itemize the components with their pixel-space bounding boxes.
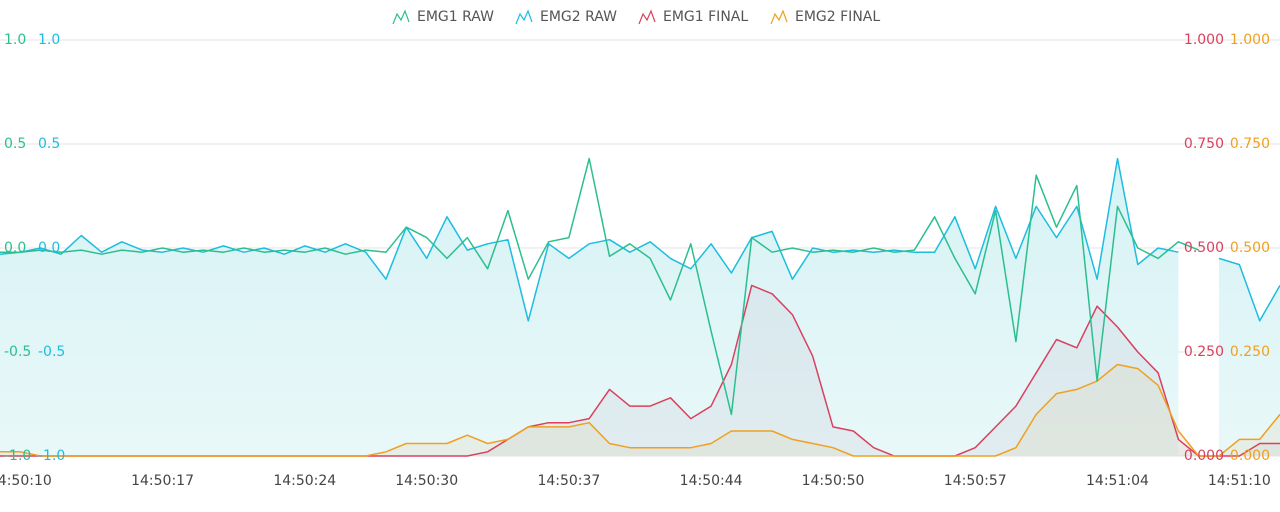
legend-icon xyxy=(515,9,533,25)
y-tick-label: 1.000 xyxy=(1184,32,1224,48)
x-tick-label: 14:50:57 xyxy=(944,473,1007,489)
areas xyxy=(0,158,1280,456)
y-tick-label: 0.750 xyxy=(1184,136,1224,152)
y-tick-label: 0.000 xyxy=(1184,448,1224,464)
area xyxy=(0,158,1280,456)
y-tick-label: -0.5 xyxy=(38,344,65,360)
legend-icon xyxy=(770,9,788,25)
x-tick-label: 14:51:04 xyxy=(1086,473,1149,489)
y-tick-label: -1.0 xyxy=(38,448,65,464)
y-tick-label: 1.0 xyxy=(38,32,60,48)
legend-icon xyxy=(392,9,410,25)
legend-label: EMG2 FINAL xyxy=(795,9,880,25)
y-tick-label: 0.0 xyxy=(38,240,60,256)
y-tick-label: 0.750 xyxy=(1230,136,1270,152)
x-tick-label: 14:51:10 xyxy=(1208,473,1271,489)
y-tick-label: -1.0 xyxy=(4,448,31,464)
y-tick-label: 0.500 xyxy=(1230,240,1270,256)
y-tick-label: 0.500 xyxy=(1184,240,1224,256)
y-tick-label: 0.250 xyxy=(1184,344,1224,360)
y-tick-label: 0.000 xyxy=(1230,448,1270,464)
series-line xyxy=(0,157,1199,416)
area xyxy=(0,285,1280,456)
y-tick-label: 0.5 xyxy=(38,136,60,152)
y-tick-label: 1.000 xyxy=(1230,32,1270,48)
legend-label: EMG2 RAW xyxy=(540,9,617,25)
x-tick-label: 14:50:44 xyxy=(680,473,743,489)
x-tick-label: 14:50:17 xyxy=(131,473,194,489)
lines xyxy=(0,157,1280,457)
axes: 1.0 0.5 0.0 -0.5 -1.0 1.0 0.5 0.0 -0.5 -1.0 1.000 0… xyxy=(0,32,1271,489)
legend-label: EMG1 FINAL xyxy=(663,9,748,25)
x-tick-label: 14:50:10 xyxy=(0,473,52,489)
y-tick-label: 1.0 xyxy=(4,32,26,48)
area xyxy=(0,364,1280,456)
legend-label: EMG1 RAW xyxy=(417,9,494,25)
legend: EMG1 RAW EMG2 RAW EMG1 FINAL EMG2 FINAL xyxy=(392,9,880,25)
y-tick-label: 0.250 xyxy=(1230,344,1270,360)
x-tick-label: 14:50:24 xyxy=(273,473,336,489)
y-tick-label: 0.5 xyxy=(4,136,26,152)
x-tick-label: 14:50:37 xyxy=(537,473,600,489)
legend-icon xyxy=(638,9,656,25)
series-line xyxy=(0,363,1280,457)
y-tick-label: 0.0 xyxy=(4,240,26,256)
x-tick-label: 14:50:50 xyxy=(802,473,865,489)
y-tick-label: -0.5 xyxy=(4,344,31,360)
x-tick-label: 14:50:30 xyxy=(395,473,458,489)
